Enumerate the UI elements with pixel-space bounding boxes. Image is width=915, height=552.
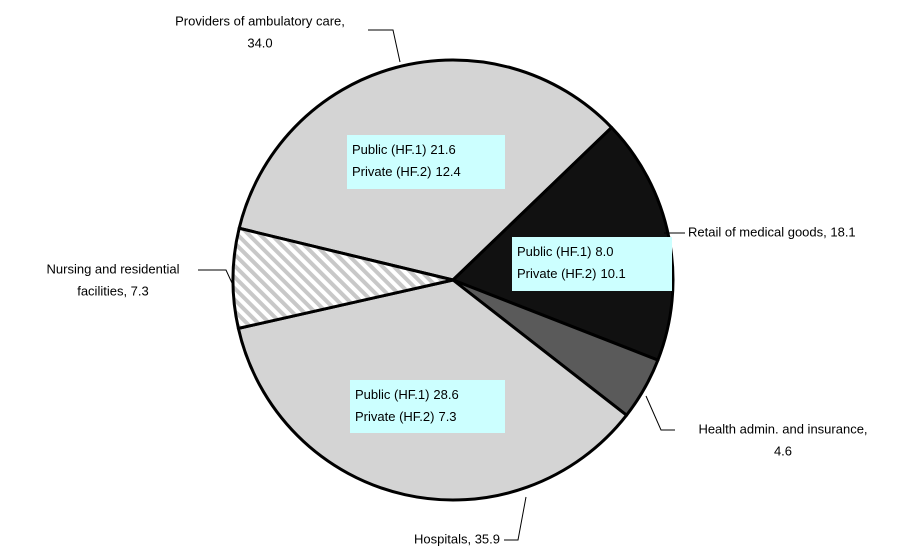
slice-label: Health admin. and insurance, <box>698 421 867 436</box>
breakdown-label: Private (HF.2) 10.1 <box>517 266 626 281</box>
breakdown-value: 7.3 <box>438 409 456 424</box>
slice-label: 4.6 <box>774 443 792 458</box>
slice-label: Nursing and residential <box>47 261 180 276</box>
breakdown-value: 10.1 <box>600 266 625 281</box>
pie-slice <box>231 226 455 330</box>
breakdown-label: Public (HF.1) 21.6 <box>352 142 456 157</box>
breakdown-name: Public (HF.1) <box>355 387 429 402</box>
breakdown-label: Private (HF.2) 7.3 <box>355 409 457 424</box>
breakdown-value: 12.4 <box>435 164 460 179</box>
breakdown-value: 28.6 <box>433 387 458 402</box>
slice-label: Hospitals, 35.9 <box>414 531 500 546</box>
labels: Providers of ambulatory care, 34.0 Retail … <box>47 13 868 546</box>
slice-label: Retail of medical goods, 18.1 <box>688 224 856 239</box>
breakdown-box <box>350 380 505 433</box>
slice-label: facilities, 7.3 <box>77 283 149 298</box>
breakdown-value: 8.0 <box>595 244 613 259</box>
breakdown-label: Private (HF.2) 12.4 <box>352 164 461 179</box>
breakdown-label: Public (HF.1) 28.6 <box>355 387 459 402</box>
breakdown-name: Public (HF.1) <box>352 142 426 157</box>
leader-line <box>504 496 527 541</box>
leader-line <box>645 395 675 431</box>
breakdown-name: Private (HF.2) <box>355 409 434 424</box>
slice-label: Providers of ambulatory care, <box>175 13 345 28</box>
leader-line <box>368 29 401 63</box>
breakdown-box <box>512 237 672 291</box>
breakdown-name: Private (HF.2) <box>517 266 596 281</box>
breakdown-name: Public (HF.1) <box>517 244 591 259</box>
breakdown-box <box>347 135 505 189</box>
slice-label: 34.0 <box>247 35 272 50</box>
breakdown-value: 21.6 <box>430 142 455 157</box>
breakdown-name: Private (HF.2) <box>352 164 431 179</box>
breakdown-label: Public (HF.1) 8.0 <box>517 244 614 259</box>
leader-line <box>198 269 233 284</box>
